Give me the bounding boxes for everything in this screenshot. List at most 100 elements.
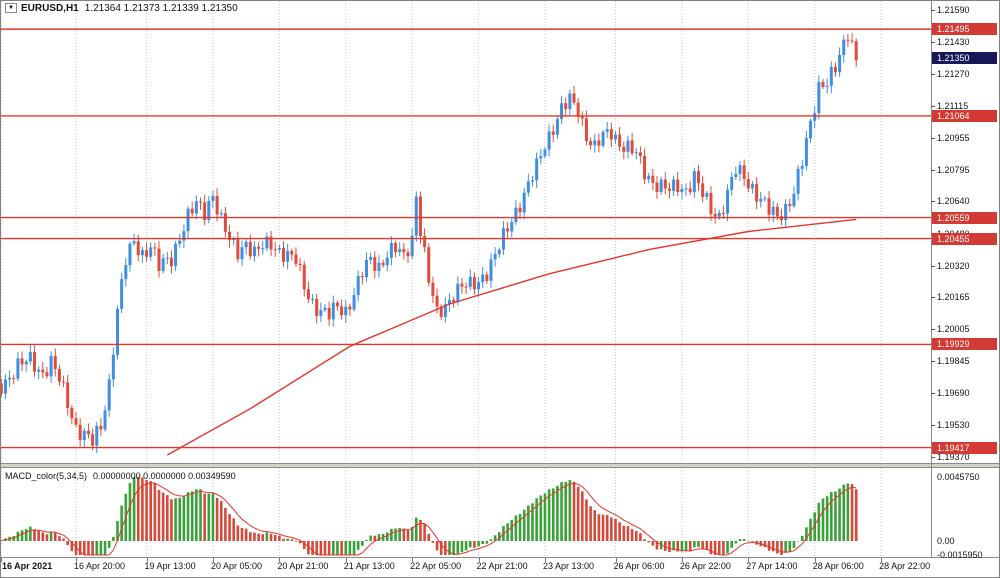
macd-bar: [373, 535, 377, 541]
candle-body: [57, 369, 61, 382]
macd-bar: [410, 526, 414, 541]
candle-body: [580, 116, 584, 119]
symbol-marker-icon[interactable]: ▼: [5, 3, 17, 13]
candle-body: [344, 306, 348, 316]
macd-bar: [385, 532, 389, 541]
macd-bar: [817, 502, 821, 541]
candle-body: [651, 175, 655, 183]
candle-body: [829, 66, 833, 86]
macd-bar: [282, 538, 285, 541]
price-axis-tick: [931, 265, 935, 267]
macd-bar: [136, 477, 140, 541]
price-axis-tick: [931, 457, 935, 458]
candle-body: [854, 41, 858, 61]
candle-body: [842, 39, 846, 56]
macd-bar: [684, 541, 688, 552]
macd-bar: [493, 535, 497, 541]
candle-body: [194, 201, 198, 214]
macd-bar: [78, 541, 82, 555]
macd-panel-canvas[interactable]: [1, 468, 931, 557]
candle-body: [626, 140, 630, 152]
macd-bar: [468, 541, 472, 548]
candle-body: [850, 40, 854, 42]
macd-bar: [713, 541, 717, 555]
hlines-layer: [1, 28, 931, 449]
candle-body: [456, 283, 460, 303]
candle-body: [423, 235, 427, 248]
macd-bar: [178, 497, 182, 541]
macd-bar: [784, 541, 787, 553]
macd-bar: [522, 509, 526, 541]
candle-body: [601, 131, 605, 146]
candle-body: [219, 213, 223, 215]
candle-body: [335, 302, 339, 307]
candle-body: [547, 131, 551, 150]
macd-bar: [780, 541, 783, 555]
candle-body: [203, 202, 207, 220]
candle-body: [352, 295, 356, 310]
candle-body: [228, 231, 232, 241]
macd-bar: [830, 492, 833, 541]
price-chart-canvas[interactable]: [1, 1, 931, 463]
macd-bar: [693, 541, 696, 548]
time-axis-tick: [146, 558, 148, 562]
panel-splitter[interactable]: [1, 463, 999, 468]
macd-axis-label: -0.0015950: [937, 550, 983, 560]
macd-bar: [527, 505, 530, 541]
macd-bar: [597, 514, 601, 541]
macd-bar: [647, 541, 650, 543]
macd-bar: [668, 541, 671, 552]
candle-body: [514, 207, 518, 223]
macd-bar: [539, 495, 543, 541]
macd-bar: [219, 501, 223, 541]
candle-body: [145, 250, 149, 257]
macd-bar: [70, 541, 74, 552]
candle-body: [49, 355, 53, 377]
price-axis-label: 1.19370: [937, 452, 970, 462]
candle-body: [647, 175, 651, 180]
macd-bar: [568, 480, 572, 541]
candle-body: [298, 264, 302, 266]
candle-body: [377, 262, 381, 271]
candle-body: [136, 241, 140, 256]
candle-body: [373, 257, 377, 271]
candle-body: [294, 254, 298, 265]
candle-body: [240, 247, 244, 260]
candle-body: [697, 171, 700, 184]
macd-bar: [854, 489, 858, 541]
time-axis-tick: [748, 558, 750, 562]
macd-bar: [298, 541, 302, 544]
macd-bar: [315, 541, 318, 555]
candle-body: [161, 258, 165, 271]
macd-bar: [805, 527, 808, 541]
macd-bar: [336, 541, 339, 555]
macd-bar: [821, 498, 825, 541]
macd-bar: [37, 530, 40, 541]
candle-body: [531, 180, 534, 182]
candle-body: [269, 236, 273, 250]
macd-bar: [402, 528, 406, 541]
candle-body: [643, 155, 647, 180]
macd-bar: [290, 539, 294, 541]
macd-bar: [846, 483, 850, 541]
macd-bar: [676, 541, 680, 552]
time-axis-label: 16 Apr 20:00: [74, 561, 126, 571]
candle-body: [630, 140, 634, 154]
time-axis-tick: [544, 558, 546, 562]
macd-bar: [792, 541, 796, 549]
candle-body: [676, 179, 680, 193]
macd-indicator-label: MACD_color(5,34,5): [5, 471, 88, 481]
candle-body: [149, 247, 153, 257]
macd-bar: [556, 485, 559, 541]
macd-bar: [99, 541, 103, 555]
candle-body: [717, 212, 721, 217]
candle-body: [153, 247, 157, 249]
macd-bar: [149, 481, 152, 541]
price-axis-tick: [931, 392, 935, 394]
candle-body: [132, 241, 136, 244]
macd-bar: [286, 538, 289, 541]
macd-bar: [62, 538, 65, 541]
price-axis-label: 1.20640: [937, 196, 970, 207]
time-axis-tick: [615, 558, 617, 562]
